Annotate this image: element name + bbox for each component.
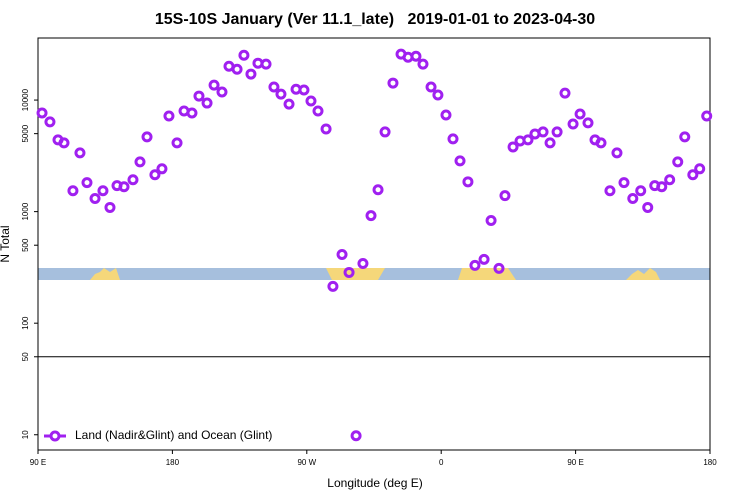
point (238, 49, 250, 61)
point (89, 193, 101, 205)
point (478, 253, 490, 265)
point (350, 430, 362, 442)
x-tick-label: 180 (703, 458, 717, 467)
point (454, 155, 466, 167)
point (440, 109, 452, 121)
point (327, 280, 339, 292)
point (672, 156, 684, 168)
point (462, 176, 474, 188)
point (208, 79, 220, 91)
point (365, 210, 377, 222)
point (320, 123, 332, 135)
legend-label: Land (Nadir&Glint) and Ocean (Glint) (75, 428, 272, 442)
legend-marker (49, 430, 61, 442)
point (67, 185, 79, 197)
point (245, 68, 257, 80)
point (611, 147, 623, 159)
point (260, 58, 272, 70)
point (193, 90, 205, 102)
point (268, 81, 280, 93)
point (574, 108, 586, 120)
point (275, 88, 287, 100)
point (544, 137, 556, 149)
point (595, 137, 607, 149)
point (485, 215, 497, 227)
point (469, 259, 481, 271)
point (118, 181, 130, 193)
point (97, 185, 109, 197)
point (149, 169, 161, 181)
x-tick-label: 0 (439, 458, 444, 467)
point (127, 174, 139, 186)
x-axis-label: Longitude (deg E) (327, 476, 422, 490)
point (635, 185, 647, 197)
point (432, 89, 444, 101)
point (551, 126, 563, 138)
y-tick-label: 1000 (21, 202, 30, 220)
point (312, 105, 324, 117)
y-tick-label: 10000 (21, 88, 30, 111)
point (171, 137, 183, 149)
point (379, 126, 391, 138)
point (618, 177, 630, 189)
point (507, 141, 519, 153)
point (58, 137, 70, 149)
point (425, 81, 437, 93)
point (694, 163, 706, 175)
point (44, 116, 56, 128)
point (343, 266, 355, 278)
y-tick-label: 500 (21, 238, 30, 252)
point (701, 110, 713, 122)
y-tick-label: 100 (21, 316, 30, 330)
point (582, 117, 594, 129)
y-tick-label: 5000 (21, 124, 30, 142)
point (336, 248, 348, 260)
point (410, 50, 422, 62)
point (522, 134, 534, 146)
point (163, 110, 175, 122)
point (357, 257, 369, 269)
point (81, 177, 93, 189)
point (499, 190, 511, 202)
point (679, 131, 691, 143)
point (537, 126, 549, 138)
point (156, 163, 168, 175)
point (387, 77, 399, 89)
point (231, 63, 243, 75)
point (664, 174, 676, 186)
point (216, 86, 228, 98)
point (417, 58, 429, 70)
point (186, 107, 198, 119)
point (134, 156, 146, 168)
point (567, 118, 579, 130)
point (141, 131, 153, 143)
point (305, 95, 317, 107)
x-tick-label: 180 (166, 458, 180, 467)
point (493, 262, 505, 274)
x-tick-label: 90 E (30, 458, 46, 467)
point (656, 181, 668, 193)
point (559, 87, 571, 99)
map-strip (38, 268, 710, 280)
point (372, 184, 384, 196)
point (36, 107, 48, 119)
x-tick-label: 90 W (297, 458, 316, 467)
plot-frame (37, 37, 711, 451)
point (627, 193, 639, 205)
point (104, 201, 116, 213)
y-tick-label: 50 (21, 352, 30, 361)
y-axis-label: N Total (0, 225, 12, 262)
point (201, 97, 213, 109)
point (298, 84, 310, 96)
chart-title: 15S-10S January (Ver 11.1_late) 2019-01-… (155, 11, 595, 28)
point (447, 133, 459, 145)
point (604, 185, 616, 197)
point (642, 201, 654, 213)
point (74, 147, 86, 159)
point (687, 169, 699, 181)
point (283, 98, 295, 110)
y-tick-label: 10 (21, 430, 30, 439)
x-tick-label: 90 E (567, 458, 583, 467)
